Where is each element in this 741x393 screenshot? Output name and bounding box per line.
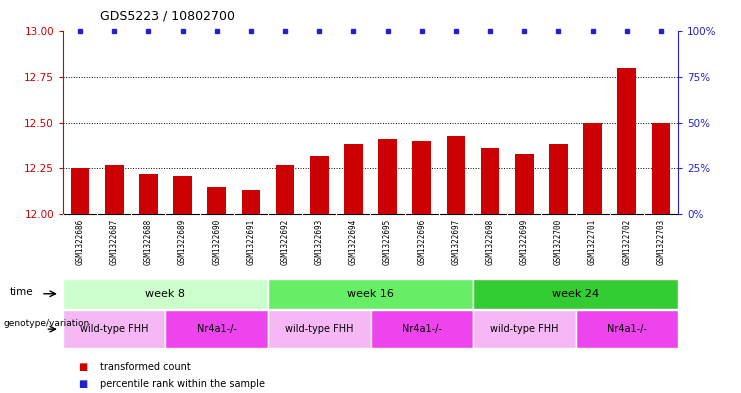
- Bar: [617, 68, 637, 214]
- Text: transformed count: transformed count: [100, 362, 190, 373]
- Text: GSM1322697: GSM1322697: [451, 219, 460, 265]
- Text: GSM1322701: GSM1322701: [588, 219, 597, 265]
- Text: GSM1322696: GSM1322696: [417, 219, 426, 265]
- Text: GSM1322686: GSM1322686: [76, 219, 84, 265]
- Bar: [63, 279, 268, 309]
- Text: GSM1322690: GSM1322690: [212, 219, 222, 265]
- Text: GSM1322688: GSM1322688: [144, 219, 153, 265]
- Text: GSM1322700: GSM1322700: [554, 219, 563, 265]
- Bar: [515, 154, 534, 214]
- Text: wild-type FHH: wild-type FHH: [80, 324, 148, 334]
- Text: week 16: week 16: [347, 289, 394, 299]
- Bar: [207, 187, 226, 214]
- Text: GSM1322687: GSM1322687: [110, 219, 119, 265]
- Text: Nr4a1-/-: Nr4a1-/-: [402, 324, 442, 334]
- Bar: [576, 310, 678, 348]
- Text: week 24: week 24: [552, 289, 599, 299]
- Bar: [378, 139, 397, 214]
- Bar: [344, 144, 363, 214]
- Text: ■: ■: [78, 379, 87, 389]
- Text: GSM1322691: GSM1322691: [247, 219, 256, 265]
- Bar: [70, 169, 90, 214]
- Text: Nr4a1-/-: Nr4a1-/-: [607, 324, 647, 334]
- Bar: [268, 279, 473, 309]
- Text: percentile rank within the sample: percentile rank within the sample: [100, 379, 265, 389]
- Bar: [481, 149, 499, 214]
- Text: GSM1322689: GSM1322689: [178, 219, 187, 265]
- Bar: [473, 279, 678, 309]
- Bar: [276, 165, 294, 214]
- Bar: [651, 123, 671, 214]
- Bar: [268, 310, 370, 348]
- Text: GDS5223 / 10802700: GDS5223 / 10802700: [100, 10, 235, 23]
- Text: wild-type FHH: wild-type FHH: [285, 324, 353, 334]
- Text: GSM1322695: GSM1322695: [383, 219, 392, 265]
- Text: GSM1322693: GSM1322693: [315, 219, 324, 265]
- Bar: [242, 191, 260, 214]
- Bar: [447, 136, 465, 214]
- Bar: [412, 141, 431, 214]
- Bar: [165, 310, 268, 348]
- Text: time: time: [10, 287, 33, 297]
- Text: GSM1322694: GSM1322694: [349, 219, 358, 265]
- Bar: [104, 165, 124, 214]
- Bar: [370, 310, 473, 348]
- Bar: [310, 156, 329, 214]
- Text: GSM1322698: GSM1322698: [485, 219, 494, 265]
- Bar: [583, 123, 602, 214]
- Text: GSM1322692: GSM1322692: [281, 219, 290, 265]
- Bar: [173, 176, 192, 214]
- Bar: [473, 310, 576, 348]
- Text: GSM1322699: GSM1322699: [519, 219, 529, 265]
- Bar: [63, 310, 165, 348]
- Text: Nr4a1-/-: Nr4a1-/-: [197, 324, 236, 334]
- Text: GSM1322702: GSM1322702: [622, 219, 631, 265]
- Text: wild-type FHH: wild-type FHH: [490, 324, 559, 334]
- Text: week 8: week 8: [145, 289, 185, 299]
- Text: genotype/variation: genotype/variation: [3, 319, 90, 328]
- Text: GSM1322703: GSM1322703: [657, 219, 665, 265]
- Bar: [549, 144, 568, 214]
- Text: ■: ■: [78, 362, 87, 373]
- Bar: [139, 174, 158, 214]
